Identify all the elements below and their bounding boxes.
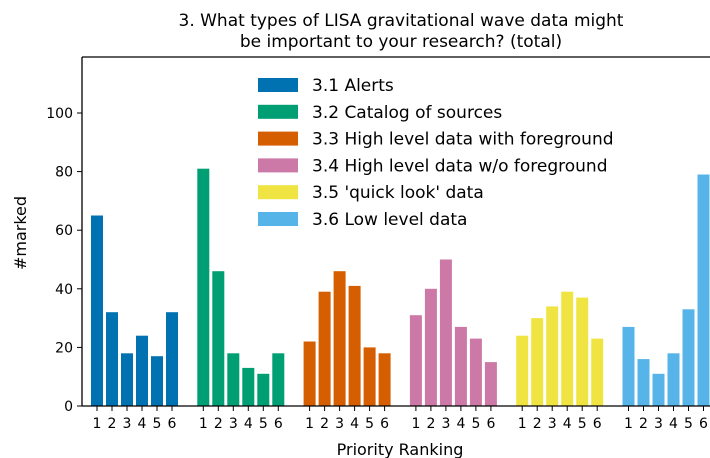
- y-axis-label: #marked: [11, 196, 30, 270]
- x-tick-label: 6: [486, 416, 495, 432]
- x-tick-label: 5: [471, 416, 480, 432]
- bar-series-2-rank-4: [242, 367, 255, 406]
- x-tick-label: 1: [624, 416, 633, 432]
- bar-series-4-rank-6: [484, 362, 497, 407]
- x-tick-label: 6: [699, 416, 708, 432]
- x-tick-label: 4: [563, 416, 572, 432]
- x-tick-label: 5: [153, 416, 162, 432]
- x-tick-label: 6: [168, 416, 177, 432]
- bar-series-4-rank-4: [454, 326, 467, 406]
- bar-series-5-rank-6: [591, 338, 604, 406]
- x-tick-label: 1: [518, 416, 527, 432]
- bar-series-1-rank-1: [91, 215, 103, 406]
- legend-swatch-5: [258, 185, 298, 200]
- x-tick-label: 2: [639, 416, 648, 432]
- legend-swatch-3: [258, 131, 298, 146]
- y-tick-label: 20: [55, 340, 73, 356]
- x-tick-label: 6: [593, 416, 602, 432]
- bar-series-4-rank-5: [469, 338, 482, 406]
- x-tick-label: 2: [108, 416, 117, 432]
- bar-series-2-rank-5: [257, 373, 270, 406]
- x-tick-label: 1: [411, 416, 420, 432]
- bar-series-2-rank-1: [197, 168, 210, 406]
- y-tick-label: 80: [55, 165, 73, 181]
- bar-series-5-rank-4: [561, 291, 574, 406]
- x-tick-label: 4: [456, 416, 465, 432]
- x-tick-label: 1: [93, 416, 102, 432]
- bar-series-1-rank-2: [106, 312, 118, 406]
- bar-series-3-rank-1: [303, 341, 316, 406]
- bar-series-3-rank-3: [333, 271, 346, 406]
- legend-swatch-6: [258, 212, 298, 226]
- x-tick-label: 2: [320, 416, 329, 432]
- y-axis: 0 20 40 60 80 100: [46, 106, 82, 415]
- x-tick-label: 3: [123, 416, 132, 432]
- x-tick-label: 3: [441, 416, 450, 432]
- legend-swatch-2: [258, 104, 298, 119]
- x-tick-label: 6: [380, 416, 389, 432]
- legend-label-1: 3.1 Alerts: [312, 76, 394, 96]
- x-tick-label: 1: [199, 416, 208, 432]
- x-axis-label: Priority Ranking: [337, 440, 464, 458]
- bar-series-6-rank-5: [682, 309, 695, 406]
- chart-title-line-2: be important to your research? (total): [240, 32, 562, 52]
- bar-series-5-rank-5: [576, 297, 589, 406]
- bar-series-3-rank-5: [363, 347, 376, 406]
- bar-series-2-rank-2: [212, 271, 225, 406]
- x-tick-label: 3: [335, 416, 344, 432]
- x-tick-label: 5: [578, 416, 587, 432]
- x-tick-label: 3: [654, 416, 663, 432]
- bar-series-5-rank-1: [516, 335, 529, 406]
- x-tick-label: 2: [214, 416, 223, 432]
- bar-series-6-rank-1: [622, 326, 635, 406]
- bar-series-4-rank-3: [439, 259, 452, 406]
- bar-series-1-rank-4: [136, 335, 148, 406]
- x-tick-label: 3: [548, 416, 557, 432]
- legend-label-3: 3.3 High level data with foreground: [312, 130, 614, 150]
- bar-series-5-rank-3: [546, 306, 559, 406]
- x-tick-label: 4: [138, 416, 147, 432]
- bar-series-1-rank-6: [166, 312, 178, 406]
- x-tick-label: 3: [229, 416, 238, 432]
- bar-series-6-rank-4: [667, 353, 680, 406]
- y-tick-label: 0: [64, 399, 73, 415]
- y-tick-label: 60: [55, 223, 73, 239]
- x-tick-label: 4: [669, 416, 678, 432]
- x-tick-label: 5: [365, 416, 374, 432]
- chart-title-line-1: 3. What types of LISA gravitational wave…: [179, 11, 624, 31]
- bar-series-1-rank-5: [151, 356, 163, 406]
- bar-series-5-rank-2: [531, 318, 544, 406]
- legend-label-5: 3.5 'quick look' data: [312, 183, 484, 203]
- bar-series-6-rank-2: [637, 359, 650, 406]
- bar-series-6-rank-3: [652, 373, 665, 406]
- bar-series-3-rank-6: [378, 353, 391, 406]
- bar-series-3-rank-4: [348, 285, 361, 406]
- x-tick-label: 5: [259, 416, 268, 432]
- legend-label-4: 3.4 High level data w/o foreground: [312, 156, 607, 176]
- bar-series-1-rank-3: [121, 353, 133, 406]
- bar-series-6-rank-6: [697, 174, 710, 406]
- legend: 3.1 Alerts 3.2 Catalog of sources 3.3 High…: [258, 76, 614, 230]
- bar-series-3-rank-2: [318, 291, 331, 406]
- bars-layer: [91, 168, 710, 407]
- bar-series-4-rank-2: [424, 288, 437, 406]
- y-tick-label: 40: [55, 282, 73, 298]
- bar-series-2-rank-6: [272, 353, 285, 406]
- legend-swatch-4: [258, 158, 298, 173]
- x-tick-label: 2: [426, 416, 435, 432]
- legend-swatch-1: [258, 78, 298, 92]
- legend-label-2: 3.2 Catalog of sources: [312, 103, 502, 123]
- y-tick-label: 100: [46, 106, 73, 122]
- x-tick-label: 4: [244, 416, 253, 432]
- x-tick-label: 4: [350, 416, 359, 432]
- bar-series-2-rank-3: [227, 353, 240, 406]
- x-tick-label: 5: [684, 416, 693, 432]
- bar-series-4-rank-1: [409, 315, 422, 406]
- x-tick-label: 6: [274, 416, 283, 432]
- x-tick-label: 2: [533, 416, 542, 432]
- x-tick-label: 1: [305, 416, 314, 432]
- legend-label-6: 3.6 Low level data: [312, 210, 467, 230]
